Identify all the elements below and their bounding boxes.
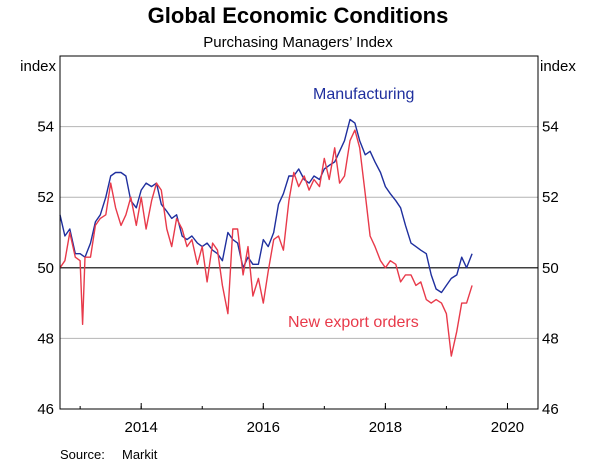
- x-tick-labels: 2014 2016 2018 2020: [125, 419, 525, 436]
- y-tick-label-left: 52: [37, 189, 54, 206]
- series-label-new-export-orders: New export orders: [288, 314, 419, 331]
- x-tick-label: 2014: [125, 419, 158, 436]
- y-tick-label-right: 46: [542, 401, 559, 418]
- right-axis-unit: index: [540, 58, 576, 75]
- plot-border: [59, 55, 539, 410]
- x-tick-label: 2018: [369, 419, 402, 436]
- x-tick-label: 2016: [247, 419, 280, 436]
- chart-title: Global Economic Conditions: [148, 3, 449, 28]
- series-line-manufacturing: [59, 118, 473, 294]
- series-label-manufacturing: Manufacturing: [313, 86, 414, 103]
- source-label: Source:: [60, 447, 105, 462]
- y-tick-label-right: 52: [542, 189, 559, 206]
- left-axis-unit: index: [20, 58, 56, 75]
- x-tick-label: 2020: [491, 419, 524, 436]
- plot-frame: [59, 55, 539, 410]
- chart-subtitle: Purchasing Managers’ Index: [203, 34, 393, 51]
- series-lines: [59, 118, 473, 357]
- y-tick-label-right: 54: [542, 119, 559, 136]
- y-tick-label-right: 48: [542, 330, 559, 347]
- y-tick-label-left: 54: [37, 119, 54, 136]
- y-tick-label-left: 50: [37, 260, 54, 277]
- y-tick-label-left: 48: [37, 330, 54, 347]
- series-line-new-export-orders: [59, 129, 473, 357]
- y-tick-label-right: 50: [542, 260, 559, 277]
- source-value: Markit: [122, 447, 158, 462]
- y-tick-label-left: 46: [37, 401, 54, 418]
- y-tick-labels: 46 46 48 48 50 50 52 52 54 54: [37, 119, 558, 418]
